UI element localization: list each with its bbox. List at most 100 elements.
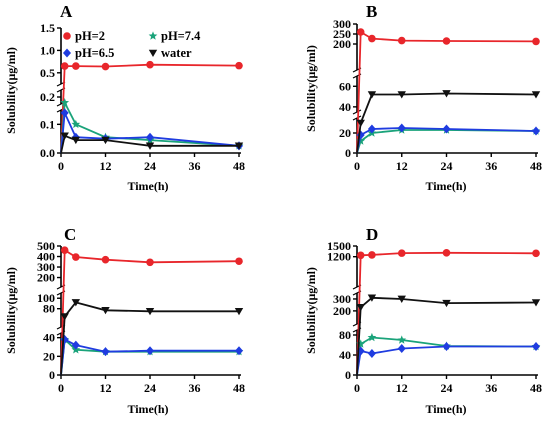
axis-break-mark [352, 115, 362, 121]
data-point [101, 347, 110, 357]
data-point [235, 346, 243, 356]
series-water [356, 294, 541, 376]
data-point [397, 295, 406, 303]
data-point [397, 36, 406, 45]
data-point [71, 340, 80, 350]
data-point [101, 255, 110, 264]
y-tick-label: 1200 [327, 250, 351, 264]
data-point [367, 91, 377, 99]
data-point [367, 294, 377, 302]
legend-marker [148, 49, 158, 57]
series-line [60, 301, 239, 376]
data-point [356, 119, 365, 127]
y-tick-label: 500 [37, 239, 55, 253]
series-ph-2 [356, 28, 540, 154]
series-ph-6-5 [356, 342, 540, 376]
data-point [72, 62, 80, 70]
data-point [146, 258, 154, 267]
series-ph-2 [60, 60, 243, 154]
data-point [356, 251, 365, 260]
x-tick-label: 48 [233, 159, 245, 173]
series-line [60, 109, 240, 154]
x-tick-label: 12 [100, 381, 112, 395]
data-point [532, 37, 540, 46]
y-tick-label: 20 [339, 126, 351, 140]
data-point [356, 136, 366, 145]
x-tick-label: 24 [144, 381, 156, 395]
x-tick-label: 0 [58, 381, 64, 395]
x-tick-label: 24 [144, 159, 156, 173]
x-tick-label: 48 [530, 381, 542, 395]
y-tick-label: 80 [339, 328, 351, 342]
data-point [532, 342, 540, 351]
y-tick-label: 20 [43, 349, 55, 363]
panel-letter: B [366, 2, 377, 21]
series-water [60, 299, 244, 376]
data-point [101, 306, 110, 315]
axis-break-mark [352, 109, 362, 115]
series-ph-6-5 [60, 335, 243, 376]
x-tick-label: 0 [354, 159, 360, 173]
chart-panel-a: A 0.0 0.1 0.2 0.5 1.0 1.5 0 12 24 36 48 Time(h) Solub… [4, 2, 245, 193]
data-point [146, 132, 154, 142]
data-point [356, 28, 365, 36]
y-tick-label: 0.0 [40, 146, 55, 160]
legend-label: pH=6.5 [75, 46, 114, 60]
data-point [397, 91, 406, 99]
x-tick-label: 0 [354, 381, 360, 395]
y-tick-label: 300 [37, 260, 55, 274]
series-water [356, 90, 541, 154]
data-point [101, 136, 110, 145]
x-tick-label: 36 [485, 381, 497, 395]
series-ph-2 [60, 246, 243, 376]
x-tick-label: 36 [189, 381, 201, 395]
series-line [356, 251, 537, 376]
y-tick-label: 0 [345, 368, 351, 382]
y-tick-label: 1.5 [40, 21, 55, 35]
x-tick-label: 36 [485, 159, 497, 173]
series-line [60, 248, 240, 376]
y-axis-title: Solubility(μg/ml) [304, 45, 318, 132]
series-ph-6-5 [356, 123, 540, 154]
data-point [442, 90, 451, 98]
y-tick-label: 0.5 [40, 66, 55, 80]
data-point [234, 142, 244, 150]
data-point [368, 34, 376, 43]
y-tick-label: 400 [37, 250, 55, 264]
x-tick-label: 12 [100, 159, 112, 173]
y-tick-label: 40 [339, 348, 351, 362]
x-axis-title: Time(h) [127, 402, 168, 416]
y-tick-label: 0.1 [40, 117, 55, 131]
data-point [72, 253, 80, 261]
y-axis-title: Solubility(μg/ml) [4, 267, 18, 354]
x-axis-title: Time(h) [425, 402, 466, 416]
data-point [234, 308, 244, 316]
x-tick-label: 36 [189, 159, 201, 173]
legend-marker [148, 31, 158, 40]
data-point [368, 251, 376, 259]
series-water [60, 132, 244, 154]
data-point [442, 124, 451, 134]
legend-label: water [161, 46, 192, 60]
x-tick-label: 48 [530, 159, 542, 173]
data-point [71, 299, 81, 307]
y-tick-label: 300 [333, 17, 351, 31]
data-point [145, 142, 155, 150]
y-tick-label: 200 [37, 271, 55, 285]
data-point [397, 249, 406, 257]
y-axis-title: Solubility(μg/ml) [304, 267, 318, 354]
data-point [60, 98, 70, 107]
data-point [60, 132, 69, 140]
data-point [71, 136, 81, 145]
y-tick-label: 1500 [327, 239, 351, 253]
x-tick-label: 24 [441, 159, 453, 173]
legend-marker [63, 32, 71, 40]
data-point [356, 304, 365, 312]
data-point [60, 335, 69, 345]
data-point [145, 308, 155, 316]
data-point [442, 342, 451, 351]
panel-letter: A [60, 2, 73, 21]
